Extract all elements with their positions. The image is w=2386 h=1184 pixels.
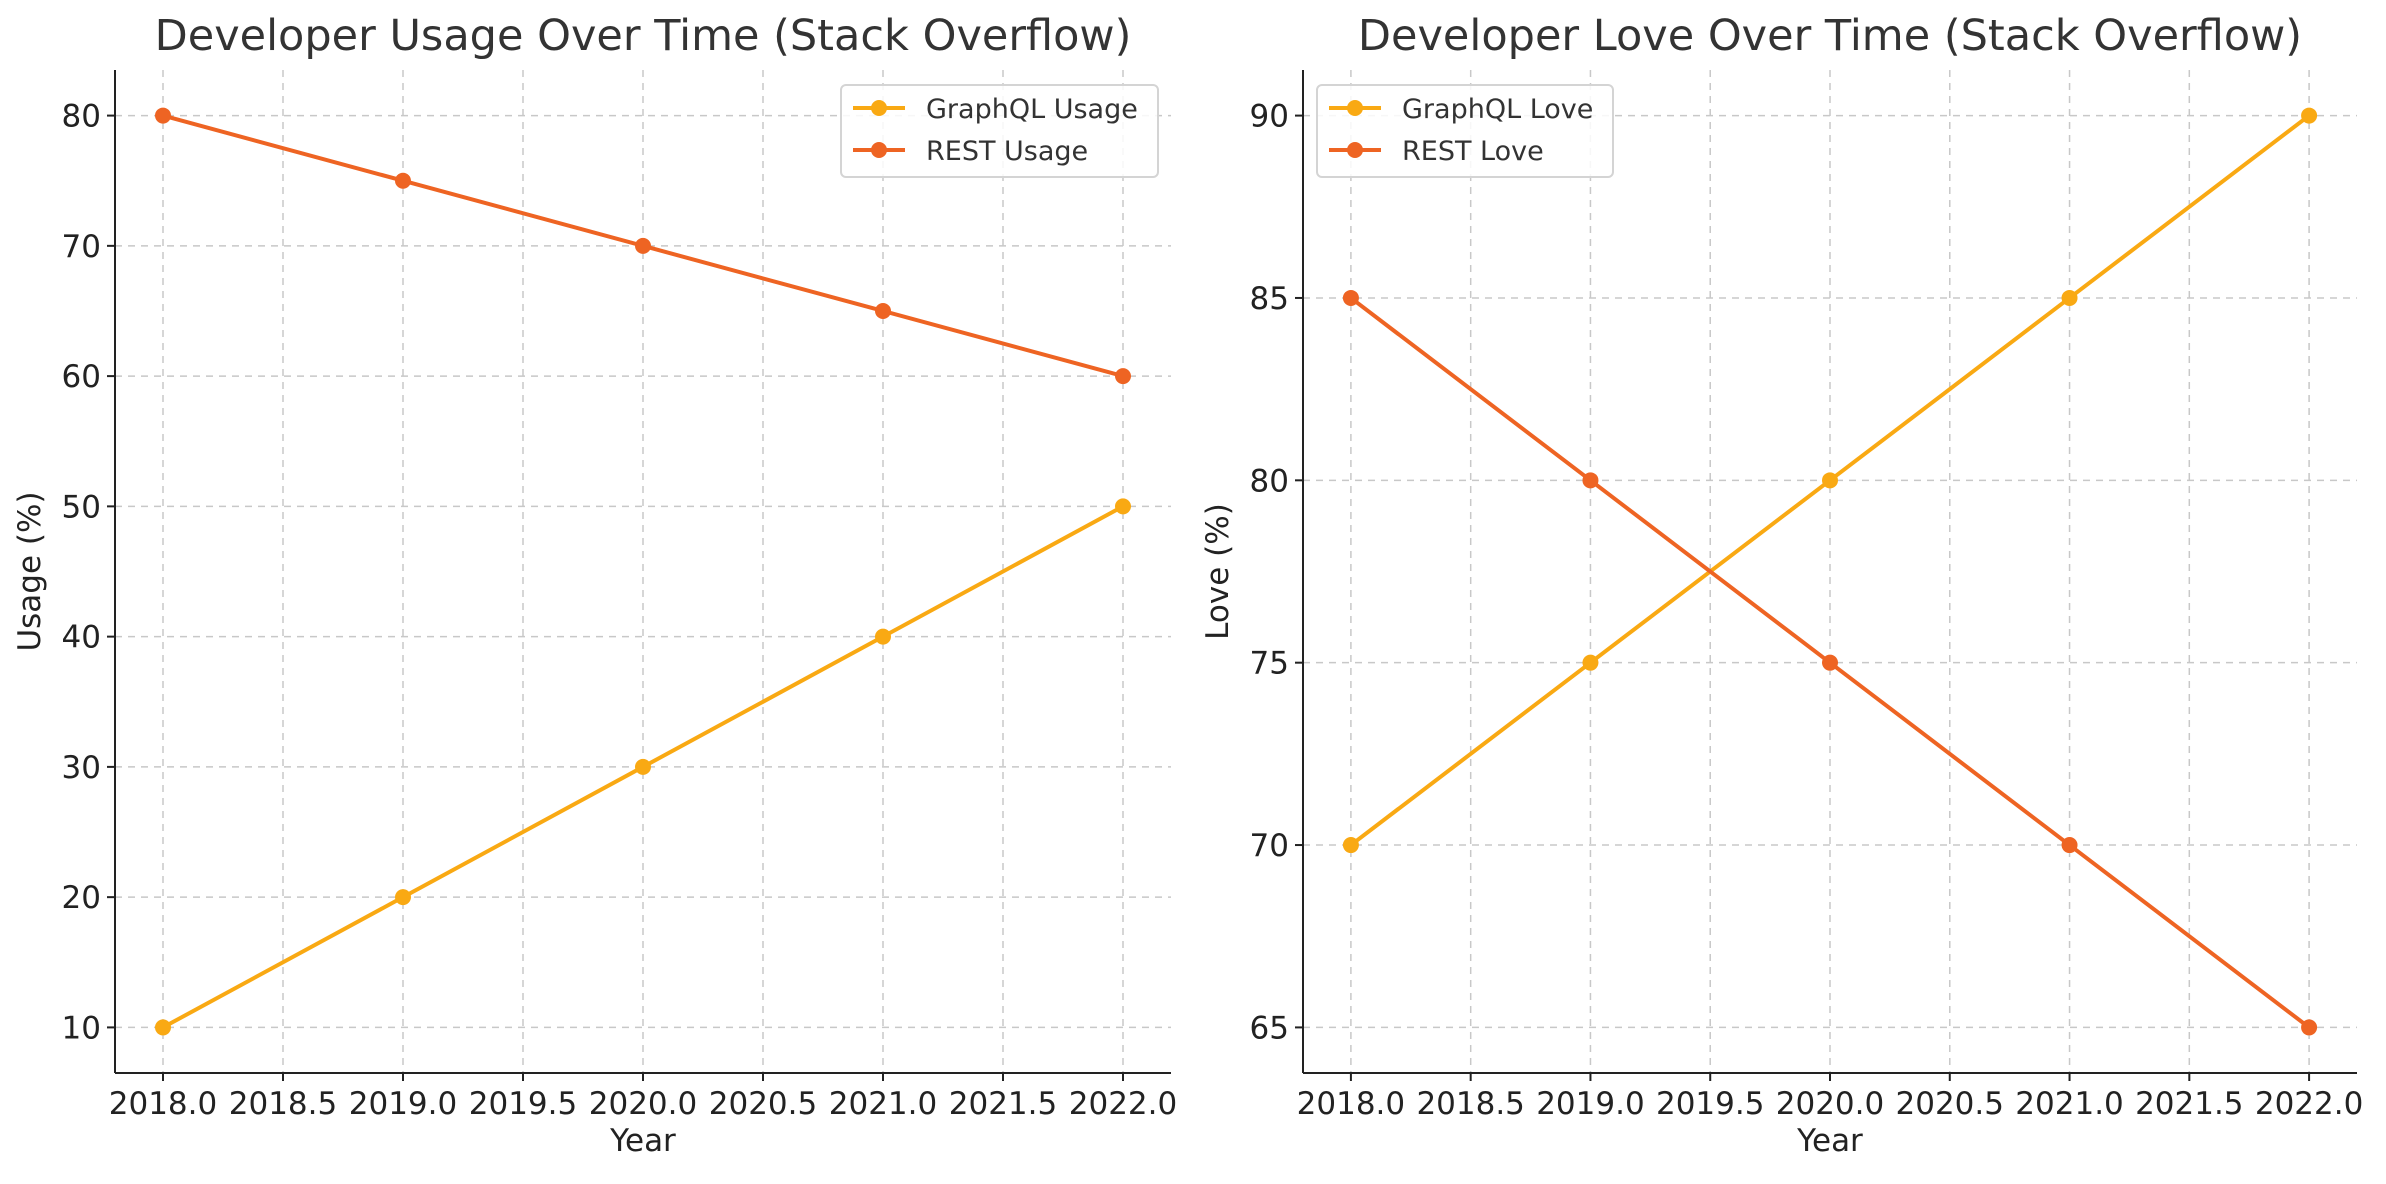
x-tick-label: 2019.5 [1656, 1086, 1764, 1122]
y-axis-label: Usage (%) [12, 491, 48, 651]
x-tick-label: 2018.0 [109, 1086, 217, 1122]
x-tick-label: 2019.5 [469, 1086, 577, 1122]
data-point [2301, 107, 2318, 124]
y-tick-label: 80 [1250, 463, 1289, 499]
y-tick-label: 70 [62, 229, 101, 265]
y-tick-label: 75 [1250, 646, 1289, 682]
gridlines [115, 70, 1171, 1073]
x-tick-label: 2021.5 [2135, 1086, 2243, 1122]
data-point [2061, 837, 2078, 854]
legend-box [840, 84, 1159, 178]
data-point [1582, 654, 1599, 671]
series [1342, 107, 2318, 854]
series [1342, 289, 2318, 1036]
y-tick-label: 65 [1250, 1010, 1289, 1046]
chart-title: Developer Love Over Time (Stack Overflow… [1358, 11, 2302, 61]
y-tick-label: 90 [1250, 99, 1289, 135]
legend-swatch-marker [871, 100, 887, 116]
y-tick-label: 60 [62, 359, 101, 395]
legend-label: REST Usage [926, 136, 1088, 167]
data-point [1582, 472, 1599, 489]
y-tick-label: 70 [1250, 828, 1289, 864]
usage-chart: 2018.0 2018.5 2019.0 2019.5 2020.0 2020.5 2021… [12, 11, 1177, 1159]
x-tick-label: 2020.0 [589, 1086, 697, 1122]
data-point [1115, 368, 1131, 385]
x-tick-label: 2021.0 [829, 1086, 937, 1122]
y-tick-label: 30 [62, 750, 101, 786]
love-chart: 2018.0 2018.5 2019.0 2019.5 2020.0 2020.5 2021… [1200, 11, 2363, 1159]
data-point [155, 1019, 171, 1036]
y-tick-label: 80 [62, 99, 101, 135]
data-point [395, 172, 411, 189]
x-axis-label: Year [1796, 1123, 1863, 1159]
y-tick-label: 20 [62, 880, 101, 916]
legend-swatch-marker [871, 142, 887, 158]
data-point [635, 237, 651, 254]
legend: GraphQL Usage REST Usage [840, 84, 1159, 178]
x-tick-label: 2018.5 [229, 1086, 337, 1122]
x-tick-label: 2020.5 [1896, 1086, 2004, 1122]
data-point [1342, 837, 1359, 854]
y-tick-label: 10 [62, 1010, 101, 1046]
data-point [875, 628, 891, 645]
data-point [1115, 498, 1131, 515]
data-point [1342, 289, 1359, 306]
x-tick-label: 2018.5 [1416, 1086, 1524, 1122]
x-axis-label: Year [609, 1123, 676, 1159]
data-point [2301, 1019, 2318, 1036]
legend: GraphQL Love REST Love [1316, 84, 1614, 178]
legend-label: GraphQL Love [1402, 94, 1593, 125]
data-point [635, 758, 651, 775]
legend-swatch-marker [1347, 100, 1363, 116]
y-axis-label: Love (%) [1200, 503, 1236, 640]
gridlines [1303, 70, 2357, 1073]
x-tick-label: 2020.0 [1776, 1086, 1884, 1122]
x-tick-label: 2020.5 [709, 1086, 817, 1122]
data-point [155, 107, 171, 124]
x-tick-label: 2019.0 [1536, 1086, 1644, 1122]
x-tick-label: 2019.0 [349, 1086, 457, 1122]
series [155, 498, 1131, 1036]
x-tick-label: 2022.0 [2255, 1086, 2363, 1122]
legend-box [1316, 84, 1614, 178]
legend-label: REST Love [1402, 136, 1544, 167]
legend-label: GraphQL Usage [926, 94, 1138, 125]
x-tick-label: 2021.5 [949, 1086, 1057, 1122]
data-point [1822, 654, 1838, 671]
y-tick-label: 85 [1250, 281, 1289, 317]
y-tick-label: 50 [62, 489, 101, 525]
data-point [1822, 472, 1838, 489]
data-point [875, 302, 891, 319]
x-tick-label: 2022.0 [1069, 1086, 1177, 1122]
legend-swatch-marker [1347, 142, 1363, 158]
x-tick-label: 2018.0 [1297, 1086, 1405, 1122]
data-point [395, 889, 411, 906]
x-tick-label: 2021.0 [2015, 1086, 2123, 1122]
y-tick-label: 40 [62, 620, 101, 656]
data-point [2061, 289, 2078, 306]
series [155, 107, 1131, 385]
chart-title: Developer Usage Over Time (Stack Overflo… [155, 11, 1132, 61]
